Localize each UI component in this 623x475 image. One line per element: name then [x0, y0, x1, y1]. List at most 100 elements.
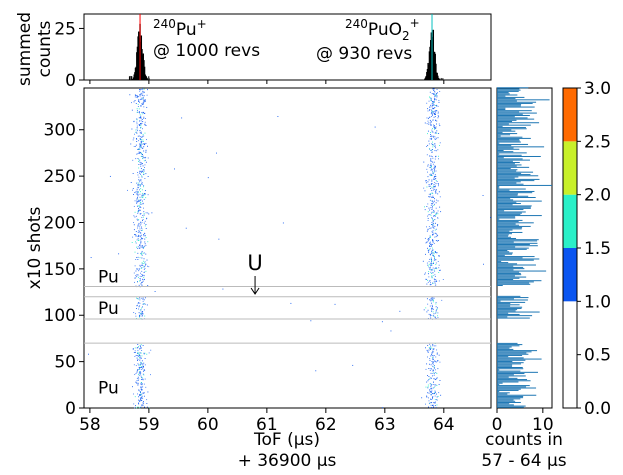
tof-point — [141, 194, 143, 196]
tof-point — [140, 178, 142, 180]
tof-point — [140, 142, 142, 144]
tof-point — [137, 240, 139, 241]
tof-point — [433, 366, 435, 368]
tof-point — [138, 164, 140, 165]
tof-point — [426, 241, 428, 243]
profile-bar — [497, 118, 535, 120]
tof-point — [134, 281, 136, 283]
tof-point — [430, 163, 432, 165]
tof-point — [141, 387, 143, 389]
tof-point — [427, 215, 429, 217]
tof-point — [142, 404, 144, 406]
tof-point — [429, 391, 431, 393]
tof-point — [438, 240, 439, 242]
profile-bar — [497, 365, 513, 367]
tof-point — [139, 189, 140, 191]
tof-point — [434, 174, 436, 176]
tof-point — [136, 268, 138, 270]
tof-point — [432, 157, 434, 159]
tof-point — [136, 268, 138, 270]
tof-point — [137, 369, 139, 371]
tof-point — [431, 361, 433, 362]
tof-point — [143, 118, 145, 119]
tof-point — [432, 234, 434, 236]
tof-point — [434, 257, 435, 259]
tof-point — [139, 138, 141, 140]
tof-point — [440, 394, 442, 396]
tof-point — [435, 105, 437, 106]
tof-point — [136, 201, 138, 203]
tof-point — [431, 231, 433, 233]
tof-point — [390, 330, 392, 332]
colorbar-ticks: 0.00.51.01.52.02.53.0 — [577, 79, 611, 419]
tof-point — [434, 401, 436, 403]
tof-point — [425, 180, 427, 182]
tof-point — [142, 101, 144, 103]
tof-point — [143, 269, 145, 270]
tof-point — [425, 386, 427, 388]
tof-point — [431, 211, 433, 213]
tof-point — [142, 135, 144, 137]
tof-point — [432, 252, 434, 254]
tof-point — [151, 212, 153, 214]
tof-point — [140, 164, 141, 166]
tof-point — [430, 150, 432, 151]
tof-point — [142, 263, 144, 264]
tof-point — [435, 301, 437, 303]
tof-point — [428, 397, 429, 399]
tof-point — [136, 182, 138, 184]
tof-point — [137, 130, 139, 132]
tof-point — [139, 359, 141, 361]
tof-point — [435, 137, 437, 139]
tof-point — [139, 358, 141, 360]
tof-point — [145, 151, 147, 153]
tof-point — [435, 259, 437, 261]
tof-point — [137, 356, 139, 357]
tof-point — [427, 249, 429, 251]
profile-bar — [497, 389, 519, 391]
tof-point — [135, 259, 137, 260]
tof-point — [138, 149, 140, 150]
tof-point — [429, 155, 431, 157]
tof-point — [435, 310, 437, 312]
tof-point — [430, 262, 432, 264]
tof-point — [138, 176, 140, 178]
tof-point — [141, 103, 143, 105]
tof-point — [144, 101, 146, 102]
tof-point — [140, 237, 142, 239]
main-y-tick-label: 0 — [65, 399, 76, 419]
tof-point — [434, 191, 436, 193]
tof-point — [430, 302, 432, 304]
profile-bar — [497, 129, 512, 131]
profile-bar — [497, 211, 526, 213]
tof-point — [430, 212, 432, 214]
tof-point — [185, 227, 187, 229]
u-annotation: U — [247, 251, 263, 295]
tof-point — [139, 88, 140, 90]
tof-point — [141, 270, 143, 272]
tof-point — [141, 377, 143, 379]
tof-point — [139, 313, 141, 315]
tof-point — [137, 238, 139, 240]
tof-point — [434, 215, 436, 217]
tof-point — [133, 120, 135, 122]
tof-point — [139, 210, 141, 211]
tof-point — [140, 89, 142, 91]
tof-point — [430, 192, 432, 194]
top-histogram-bar — [131, 76, 133, 80]
tof-point — [431, 168, 433, 170]
tof-point — [141, 362, 142, 364]
tof-point — [145, 212, 147, 214]
tof-point — [142, 219, 144, 220]
tof-point — [433, 372, 435, 374]
top-histogram-bar — [143, 66, 146, 80]
tof-point — [137, 382, 139, 384]
tof-point — [144, 123, 146, 125]
profile-bar — [497, 373, 525, 375]
tof-point — [428, 271, 430, 273]
tof-point — [435, 120, 437, 122]
tof-point — [430, 314, 431, 316]
tof-point — [140, 397, 142, 399]
profile-bar — [497, 382, 503, 384]
